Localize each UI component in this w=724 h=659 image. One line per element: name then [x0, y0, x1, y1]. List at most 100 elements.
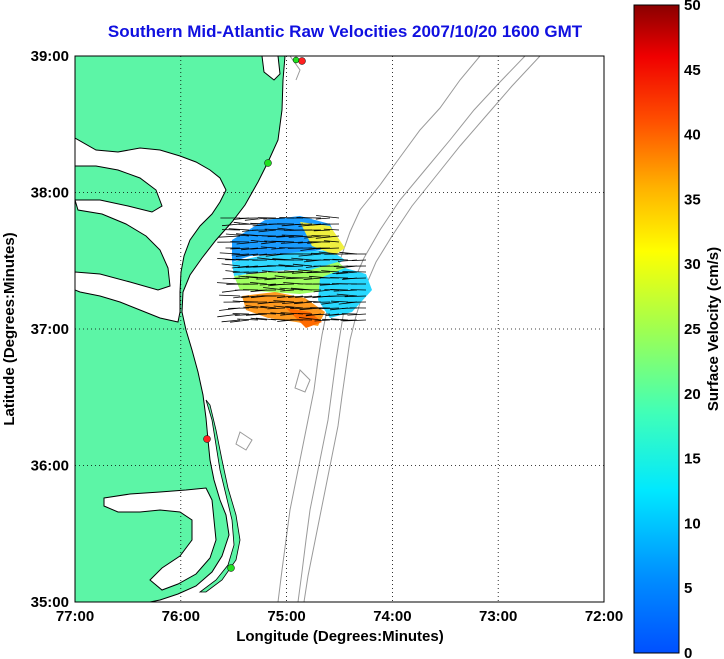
velocity-vector — [319, 283, 340, 286]
velocity-patch-cyan-east — [318, 268, 372, 318]
velocity-vector — [263, 287, 286, 291]
velocity-vector — [344, 295, 367, 298]
velocity-vector — [273, 305, 295, 309]
velocity-vector — [315, 235, 340, 239]
velocity-vector — [232, 313, 250, 315]
velocity-vector — [230, 319, 250, 323]
velocity-vector — [233, 295, 250, 299]
colorbar-tick-label: 10 — [684, 515, 701, 532]
velocity-vector — [246, 271, 268, 275]
map-grid — [75, 56, 604, 602]
velocity-vector — [270, 283, 295, 286]
velocity-vector — [291, 271, 313, 274]
velocity-vector — [237, 318, 259, 321]
station-online-icon — [264, 159, 272, 167]
lon-tick-label: 77:00 — [56, 608, 94, 625]
y-axis-label: Latitude (Degrees:Minutes) — [1, 232, 18, 425]
velocity-vector — [246, 276, 268, 279]
velocity-vector — [294, 223, 313, 225]
colorbar — [633, 4, 680, 654]
chesapeake-bay — [75, 137, 227, 323]
velocity-vector — [221, 263, 241, 267]
plot-frame — [74, 55, 605, 603]
velocity-vector — [315, 217, 331, 220]
lon-tick-label: 76:00 — [162, 608, 200, 625]
colorbar-tick-label: 20 — [684, 386, 701, 403]
velocity-vector — [291, 257, 313, 261]
velocity-vector — [250, 240, 268, 243]
velocity-vector — [304, 295, 322, 298]
velocity-vector — [240, 247, 259, 251]
velocity-vector — [225, 270, 241, 273]
velocity-vector — [316, 215, 340, 219]
velocity-vector — [282, 301, 304, 304]
velocity-vector — [303, 277, 322, 280]
velocity-vector — [264, 277, 286, 281]
map-title: Southern Mid-Atlantic Raw Velocities 200… — [107, 22, 583, 41]
velocity-vector — [264, 228, 286, 231]
velocity-vector — [245, 305, 268, 309]
velocity-vector — [332, 271, 349, 274]
colorbar-tick-label: 30 — [684, 256, 701, 273]
velocity-vector — [243, 306, 259, 309]
velocity-vector — [299, 307, 322, 311]
velocity-vector — [236, 241, 259, 245]
velocity-vector — [276, 295, 295, 299]
velocity-vector — [276, 235, 295, 238]
velocity-vector — [306, 271, 331, 274]
velocity-vector — [330, 300, 349, 303]
velocity-vector — [290, 307, 313, 309]
velocity-vector — [323, 240, 340, 243]
velocity-vector — [233, 277, 250, 280]
velocity-vector — [244, 217, 268, 221]
lat-tick-label: 38:00 — [31, 185, 69, 202]
velocity-vector — [278, 264, 295, 267]
velocity-vector — [297, 313, 313, 315]
velocity-vector — [225, 233, 250, 237]
station-online-icon — [292, 56, 300, 64]
velocity-vector — [318, 307, 340, 310]
velocity-field — [232, 216, 372, 328]
velocity-vector — [342, 277, 367, 280]
velocity-vector — [347, 313, 367, 316]
velocity-vector — [217, 313, 241, 318]
velocity-vector — [336, 293, 358, 297]
velocity-vector — [323, 259, 340, 261]
velocity-vector — [284, 265, 304, 268]
velocity-vector — [253, 265, 277, 268]
velocity-vector — [304, 235, 322, 239]
velocity-vector — [250, 317, 268, 321]
lat-tick-label: 37:00 — [31, 321, 69, 338]
lon-tick-label: 75:00 — [267, 608, 305, 625]
colorbar-tick-label: 35 — [684, 191, 701, 208]
longitude-ticks: 77:00 76:00 75:00 74:00 73:00 72:00 — [56, 608, 623, 625]
velocity-vector — [245, 313, 268, 316]
colorbar-tick-label: 45 — [684, 62, 701, 79]
velocity-vector — [249, 282, 268, 285]
velocity-vector — [267, 258, 286, 261]
velocity-vector — [261, 241, 277, 245]
velocity-vector — [330, 277, 349, 279]
pamlico-sound — [103, 487, 217, 591]
velocity-vector — [280, 289, 295, 292]
velocity-vector — [298, 253, 322, 257]
velocity-vector — [273, 300, 295, 303]
colorbar-ticks: 0 5 10 15 20 25 30 35 40 45 50 — [684, 0, 701, 659]
velocity-vector — [258, 313, 277, 315]
velocity-vector — [241, 295, 259, 298]
velocity-vector — [323, 228, 340, 231]
latitude-ticks: 39:00 38:00 37:00 36:00 35:00 — [31, 48, 69, 611]
velocity-vector — [292, 263, 313, 267]
velocity-vector — [342, 319, 367, 322]
velocity-vector — [237, 265, 259, 268]
velocity-vector — [313, 289, 331, 293]
velocity-vector — [218, 235, 241, 238]
velocity-vector — [287, 295, 304, 298]
velocity-vector — [250, 222, 268, 225]
velocity-vector — [332, 258, 349, 261]
velocity-vector — [221, 319, 241, 323]
velocity-vector — [288, 235, 313, 238]
velocity-vector — [233, 221, 250, 225]
colorbar-label: Surface Velocity (cm/s) — [705, 247, 722, 411]
velocity-vector — [271, 247, 286, 250]
